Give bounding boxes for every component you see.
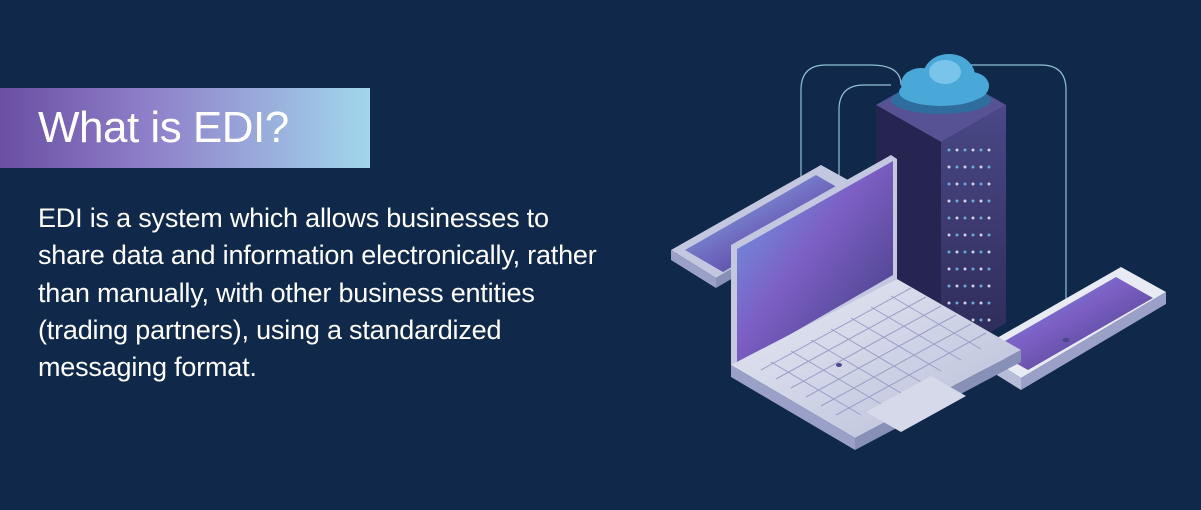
page-title: What is EDI? xyxy=(38,103,289,153)
isometric-devices-icon xyxy=(611,30,1171,480)
cloud-icon xyxy=(891,54,991,114)
title-band: What is EDI? xyxy=(0,88,370,168)
edi-illustration xyxy=(611,30,1171,480)
body-paragraph: EDI is a system which allows businesses … xyxy=(38,200,598,386)
